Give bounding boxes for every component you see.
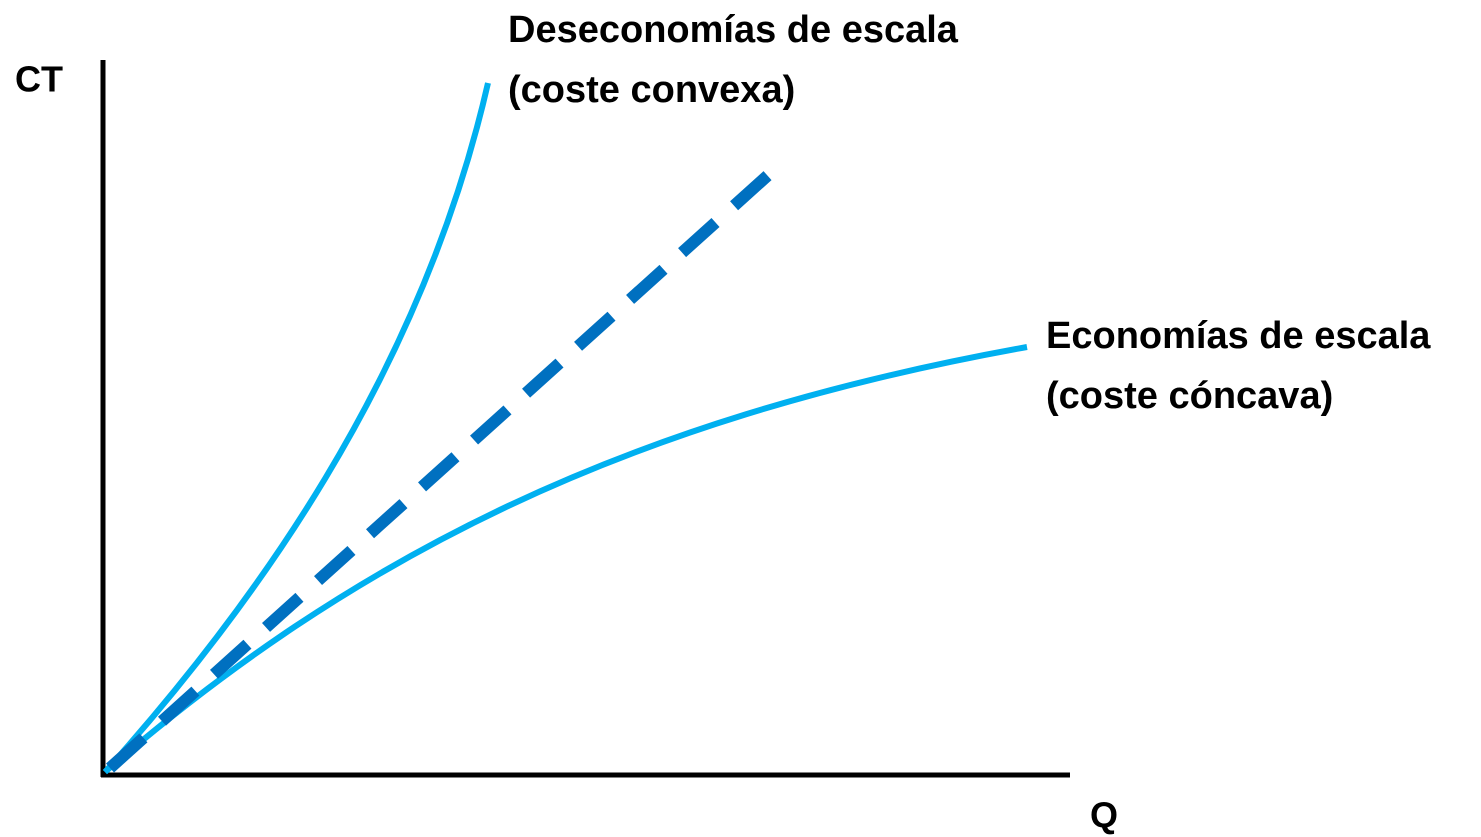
annotation-line: Deseconomías de escala: [508, 9, 959, 51]
convex-cost-curve: [102, 82, 491, 775]
annotation-line: Economías de escala: [1046, 315, 1431, 357]
concave-cost-curve: [103, 344, 1028, 775]
y-axis-label: CT: [15, 59, 63, 100]
linear-cost-line: [105, 163, 781, 773]
x-axis-label: Q: [1090, 795, 1118, 836]
annotation-line: (coste convexa): [508, 69, 795, 111]
annotation-line: (coste cóncava): [1046, 375, 1333, 417]
